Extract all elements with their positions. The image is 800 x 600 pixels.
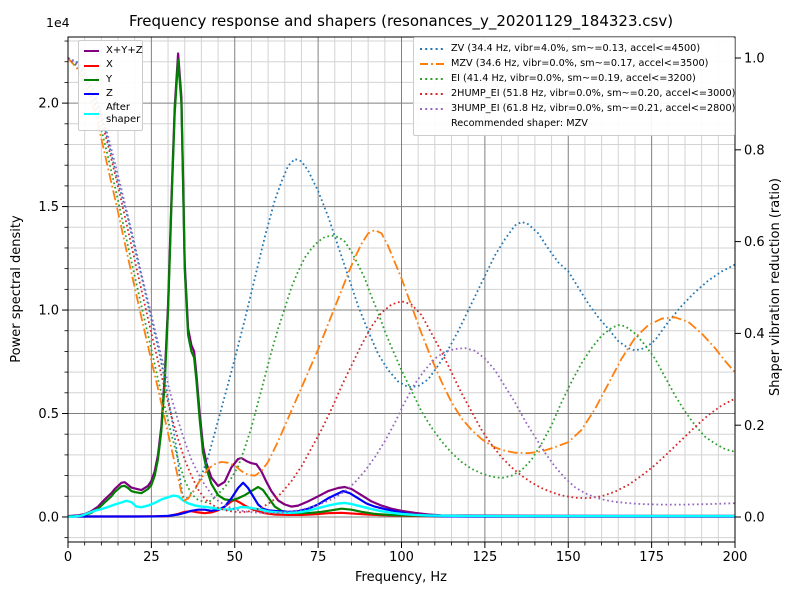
legend-line-sample	[420, 107, 444, 110]
x-tick-label: 50	[226, 550, 243, 565]
x-tick-label: 150	[556, 550, 581, 565]
y-right-tick-label: 0.4	[744, 327, 765, 342]
series-line-after-shaper	[67, 494, 735, 518]
legend-label: X	[106, 59, 113, 71]
legend-sample	[83, 46, 100, 56]
legend-line-sample	[84, 50, 99, 53]
legend-item: MZV (34.6 Hz, vibr=0.0%, sm~=0.17, accel…	[419, 56, 729, 71]
legend-label: 3HUMP_EI (61.8 Hz, vibr=0.0%, sm~=0.21, …	[451, 103, 736, 115]
x-tick-label: 125	[472, 550, 497, 565]
legend-sample	[419, 59, 445, 69]
y-right-tick-label: 0.0	[744, 511, 765, 526]
legend-line-sample	[420, 62, 444, 65]
legend-label: X+Y+Z	[106, 44, 143, 56]
series-group	[67, 52, 736, 518]
legend-psd: X+Y+Z X Y Z After shaper	[78, 40, 143, 131]
legend-line-sample	[420, 92, 444, 95]
legend-sample	[419, 89, 445, 99]
legend-item: 2HUMP_EI (51.8 Hz, vibr=0.0%, sm~=0.20, …	[419, 86, 735, 101]
y-axis-left-label: Power spectral density	[9, 215, 24, 363]
x-tick-label: 0	[64, 550, 72, 565]
x-tick-label: 200	[723, 550, 748, 565]
series-line-3hump_ei	[67, 57, 736, 515]
legend-line-sample	[84, 64, 99, 67]
legend-line-sample	[84, 93, 99, 96]
series-line-x+y+z	[67, 52, 735, 518]
y-left-tick-label: 0.5	[38, 407, 59, 422]
legend-label: 2HUMP_EI (51.8 Hz, vibr=0.0%, sm~=0.20, …	[451, 88, 736, 100]
legend-item: ZV (34.4 Hz, vibr=4.0%, sm~=0.13, accel<…	[419, 41, 729, 56]
legend-sample	[419, 44, 445, 54]
legend-label: EI (41.4 Hz, vibr=0.0%, sm~=0.19, accel<…	[451, 73, 696, 85]
y-right-tick-label: 0.6	[744, 235, 765, 250]
series-line-2hump_ei	[67, 57, 736, 514]
legend-shaper-rows: ZV (34.4 Hz, vibr=4.0%, sm~=0.13, accel<…	[419, 41, 735, 116]
y-left-tick-label: 2.0	[38, 97, 59, 112]
y-axis-right-label: Shaper vibration reduction (ratio)	[768, 178, 783, 396]
legend-item: Z	[83, 87, 138, 101]
legend-label: Y	[106, 73, 113, 85]
legend-line-sample	[420, 77, 444, 80]
y-left-tick-label: 1.5	[38, 200, 59, 215]
legend-shapers: ZV (34.4 Hz, vibr=4.0%, sm~=0.13, accel<…	[413, 37, 735, 136]
x-tick-label: 25	[143, 550, 160, 565]
x-tick-label: 75	[310, 550, 327, 565]
y-right-tick-label: 0.2	[744, 419, 765, 434]
recommended-shaper-text: Recommended shaper: MZV	[451, 118, 588, 130]
legend-item: Y	[83, 73, 138, 87]
series-line-ei	[67, 57, 736, 504]
y-left-tick-label: 0.0	[38, 511, 59, 526]
legend-item: After shaper	[83, 101, 141, 127]
x-tick-label: 175	[639, 550, 664, 565]
series-line-y	[67, 58, 735, 518]
legend-sample	[83, 75, 100, 85]
y-right-tick-label: 0.8	[744, 143, 765, 158]
x-tick-label: 100	[389, 550, 414, 565]
legend-label: After shaper	[106, 101, 141, 126]
chart-title: Frequency response and shapers (resonanc…	[129, 12, 673, 31]
legend-line-sample	[420, 47, 444, 50]
legend-label: MZV (34.6 Hz, vibr=0.0%, sm~=0.17, accel…	[451, 58, 709, 70]
legend-sample	[83, 89, 100, 99]
legend-sample	[419, 74, 445, 84]
y-right-tick-label: 1.0	[744, 52, 765, 67]
legend-label: Z	[106, 88, 113, 100]
series-line-mzv	[67, 57, 736, 502]
legend-line-sample	[84, 113, 99, 116]
legend-item: 3HUMP_EI (61.8 Hz, vibr=0.0%, sm~=0.21, …	[419, 101, 735, 116]
y-left-tick-label: 1.0	[38, 304, 59, 319]
legend-label: ZV (34.4 Hz, vibr=4.0%, sm~=0.13, accel<…	[451, 43, 701, 54]
legend-sample	[419, 104, 445, 114]
legend-line-sample	[84, 78, 99, 81]
ticks-group: 0 25 50 75 100 125 150 175 200 0.0 0.5 1.0 1.5 2.0 0.0…	[38, 40, 765, 565]
y-axis-offset-text: 1e4	[46, 15, 70, 30]
legend-item: X	[83, 58, 138, 72]
legend-sample	[83, 61, 100, 71]
legend-item: EI (41.4 Hz, vibr=0.0%, sm~=0.19, accel<…	[419, 71, 729, 86]
legend-item: X+Y+Z	[83, 44, 143, 58]
x-axis-label: Frequency, Hz	[355, 570, 447, 585]
legend-sample	[83, 109, 100, 119]
